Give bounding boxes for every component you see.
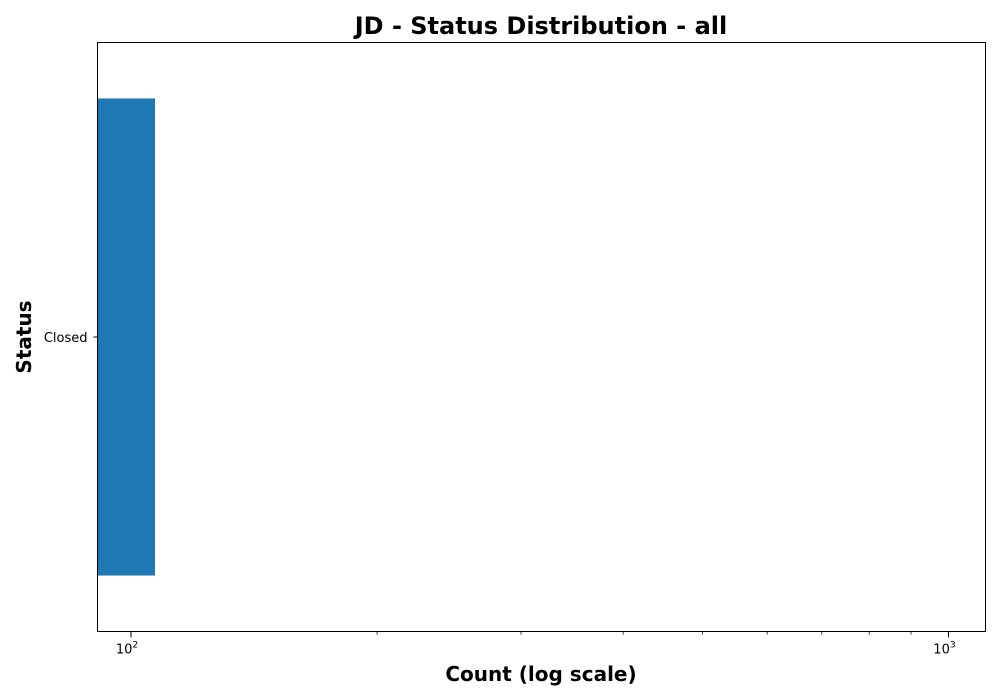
x-tick-label: 103 [933,641,955,658]
bar-closed [97,98,156,576]
y-tick-label: Closed [44,331,88,346]
chart-title: JD - Status Distribution - all [353,12,728,40]
plot-frame [97,42,986,632]
x-axis-label: Count (log scale) [445,662,636,686]
x-tick-label: 102 [116,641,138,658]
axis-ticks: Closed 102 103 [44,331,956,658]
bars [97,98,156,576]
y-axis-label: Status [12,300,36,373]
